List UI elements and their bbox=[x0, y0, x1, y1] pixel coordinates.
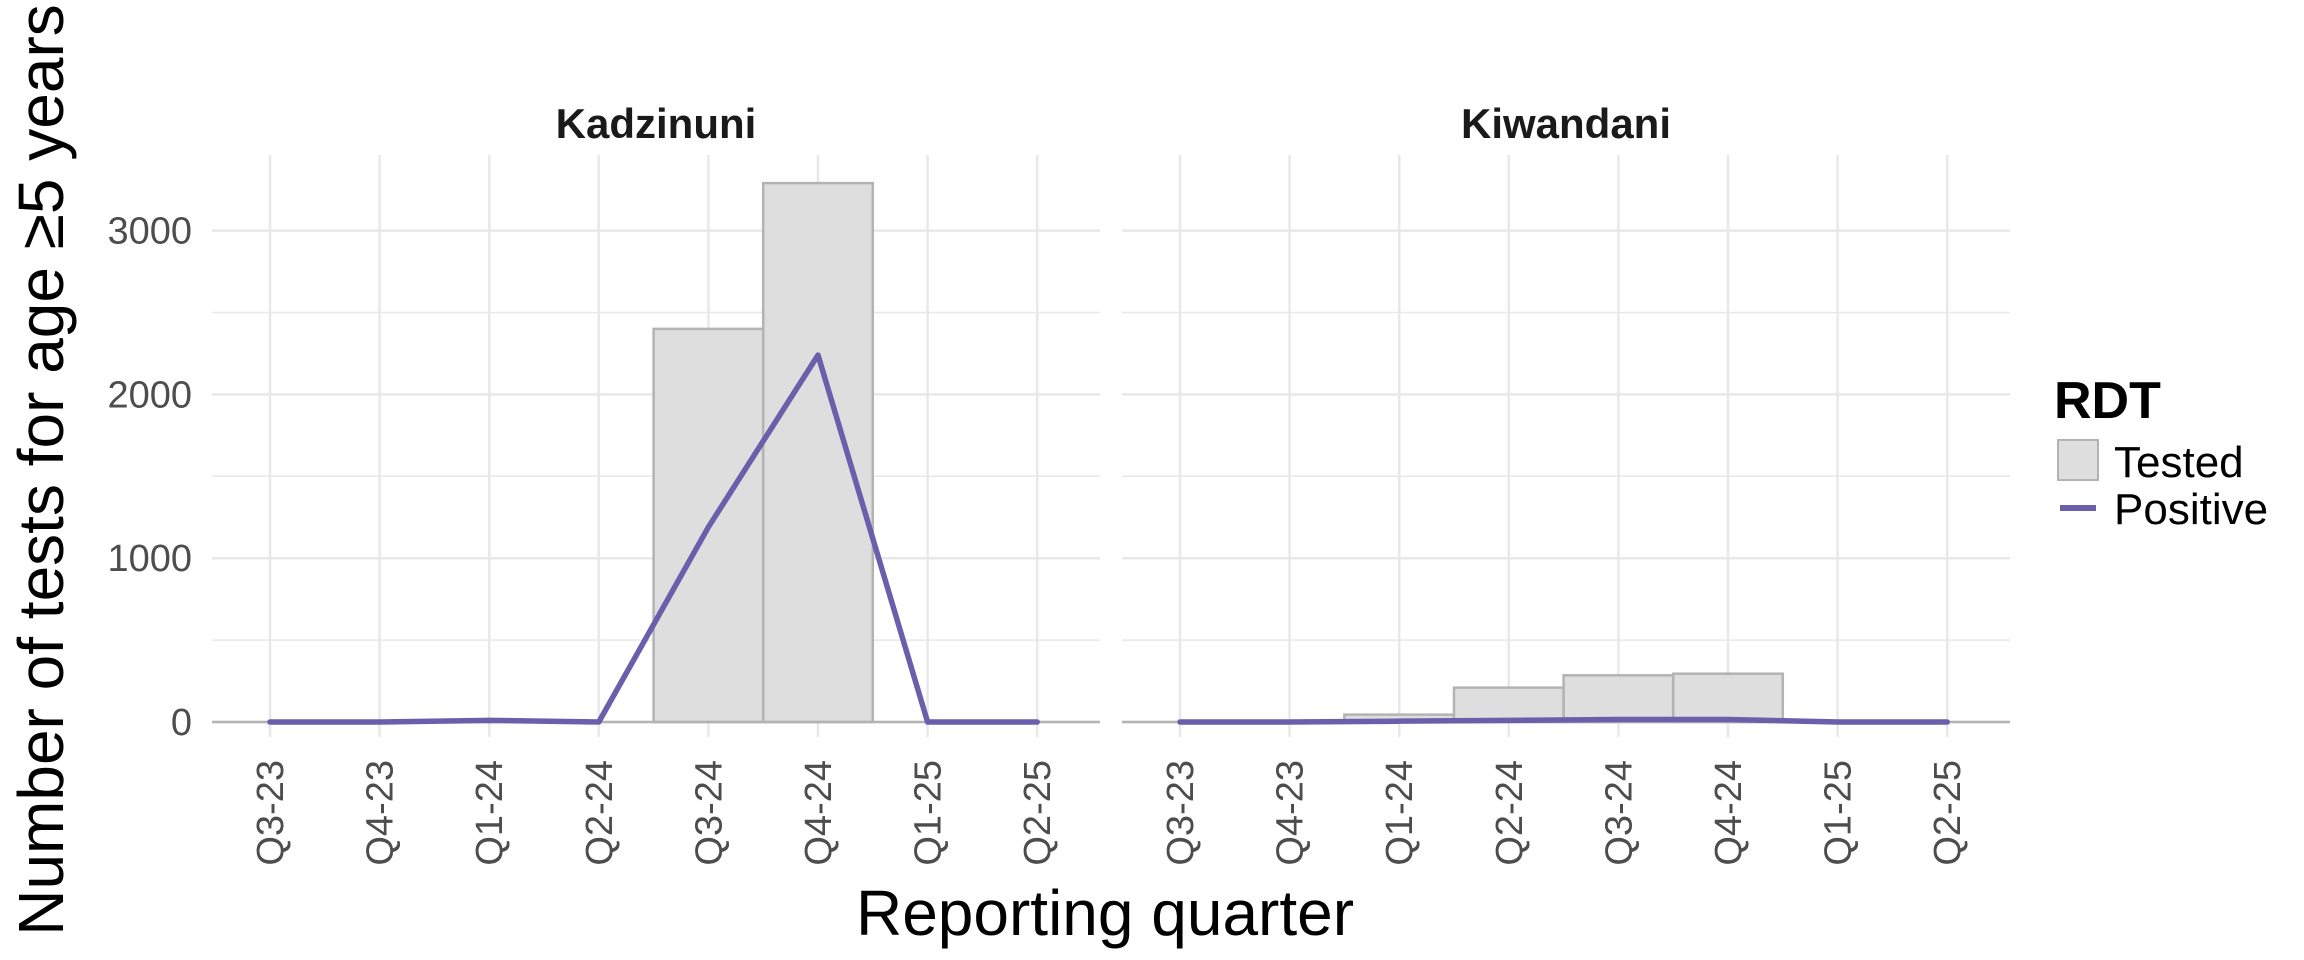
panel-1: Kadzinuni Q3-23 Q4-23 Q1-24 Q2-24 Q3-24 Q4-24 Q… bbox=[107, 100, 1100, 866]
legend-label-tested: Tested bbox=[2114, 438, 2244, 487]
x-tick-label: Q4-24 bbox=[1708, 760, 1750, 866]
bar-tested bbox=[1562, 674, 1675, 724]
y-tick-label: 1000 bbox=[107, 538, 192, 580]
x-tick-label: Q3-23 bbox=[250, 760, 292, 866]
panel-2: Kiwandani Q3-23 Q4-23 Q1-24 Q2-24 Q3-24 Q4-24 Q… bbox=[1122, 100, 2010, 866]
x-tick-label: Q2-24 bbox=[1489, 760, 1531, 866]
legend-title: RDT bbox=[2054, 372, 2161, 430]
x-tick-label: Q1-24 bbox=[469, 760, 511, 866]
legend-label-positive: Positive bbox=[2114, 485, 2268, 534]
panel-title: Kiwandani bbox=[1461, 100, 1671, 147]
x-axis-title: Reporting quarter bbox=[856, 877, 1354, 949]
legend-key-tested bbox=[2057, 439, 2099, 481]
x-tick-label: Q3-24 bbox=[1598, 760, 1640, 866]
line-positive bbox=[267, 352, 1040, 725]
x-tick-label: Q4-23 bbox=[1270, 760, 1312, 866]
y-axis-title: Number of tests for age ≥5 years bbox=[5, 4, 77, 936]
x-tick-label: Q2-25 bbox=[1927, 760, 1969, 866]
bar-tested bbox=[1671, 672, 1785, 724]
panel-title: Kadzinuni bbox=[556, 100, 757, 147]
x-tick-label: Q1-24 bbox=[1379, 760, 1421, 866]
bar-tested bbox=[761, 181, 875, 724]
y-tick-label: 2000 bbox=[107, 374, 192, 416]
x-tick-label: Q2-24 bbox=[579, 760, 621, 866]
x-tick-label: Q4-24 bbox=[798, 760, 840, 866]
legend: RDT Tested Positive bbox=[2054, 372, 2268, 534]
chart-panels: Kadzinuni Q3-23 Q4-23 Q1-24 Q2-24 Q3-24 Q4-24 Q… bbox=[107, 100, 2010, 866]
x-tick-label: Q3-24 bbox=[688, 760, 730, 866]
y-tick-label: 3000 bbox=[107, 211, 192, 253]
x-tick-label: Q2-25 bbox=[1017, 760, 1059, 866]
x-tick-label: Q3-23 bbox=[1160, 760, 1202, 866]
x-tick-label: Q1-25 bbox=[1818, 760, 1860, 866]
x-tick-label: Q4-23 bbox=[360, 760, 402, 866]
y-tick-label: 0 bbox=[171, 702, 192, 744]
line-positive bbox=[1177, 716, 1950, 725]
bar-tested bbox=[1452, 686, 1565, 724]
x-tick-label: Q1-25 bbox=[908, 760, 950, 866]
